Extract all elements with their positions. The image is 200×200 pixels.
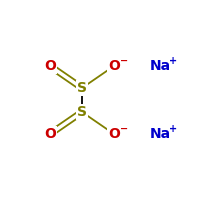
Text: O: O [108, 127, 120, 141]
Text: O: O [108, 59, 120, 73]
Text: O: O [44, 127, 56, 141]
Text: S: S [77, 105, 87, 119]
Text: −: − [120, 56, 128, 66]
Text: +: + [169, 124, 177, 134]
Text: O: O [44, 59, 56, 73]
Text: +: + [169, 56, 177, 66]
Text: Na: Na [150, 127, 171, 141]
Text: −: − [120, 124, 128, 134]
Text: Na: Na [150, 59, 171, 73]
Text: S: S [77, 81, 87, 95]
